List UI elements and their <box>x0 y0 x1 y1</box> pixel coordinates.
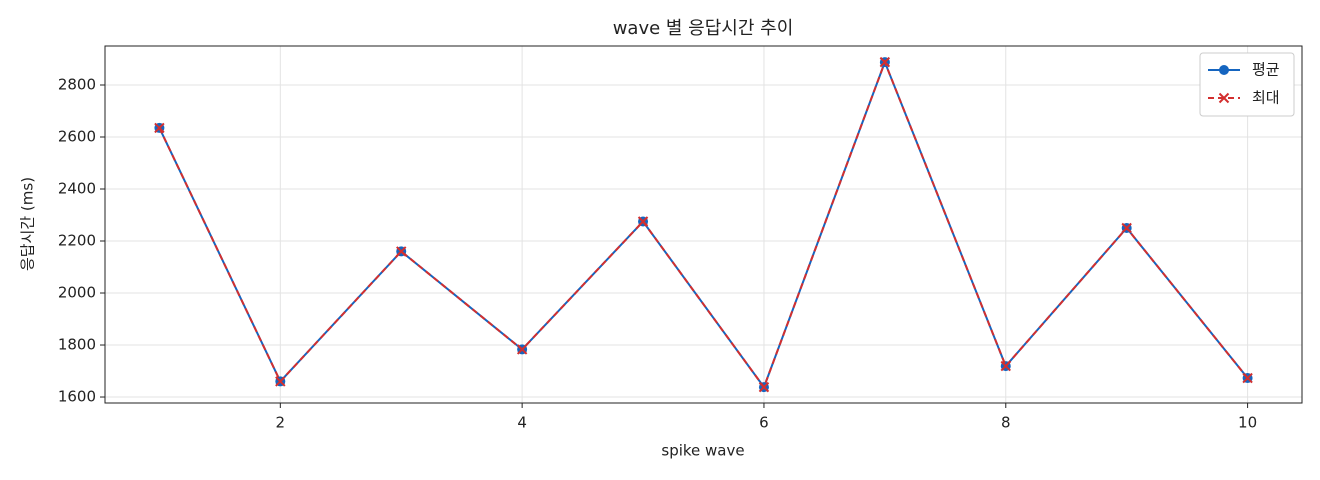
series-line <box>158 59 1249 390</box>
x-tick-label: 2 <box>276 414 286 432</box>
marker <box>758 381 770 393</box>
legend-label: 평균 <box>1252 61 1280 79</box>
x-tick-label: 6 <box>759 414 769 432</box>
y-tick-label: 2200 <box>58 232 96 250</box>
y-tick-label: 2800 <box>58 76 96 94</box>
y-tick-label: 1800 <box>58 336 96 354</box>
marker <box>1000 360 1011 372</box>
marker <box>396 246 407 257</box>
chart-title: wave 별 응답시간 추이 <box>613 18 794 39</box>
marker <box>516 344 528 355</box>
y-tick-label: 2000 <box>58 284 96 302</box>
marker <box>637 216 649 227</box>
y-tick-label: 2600 <box>58 128 96 146</box>
legend-marker <box>1219 65 1229 75</box>
marker <box>1121 222 1132 234</box>
x-axis-label: spike wave <box>661 442 744 460</box>
series-line <box>158 59 1249 390</box>
y-tick-label: 1600 <box>58 388 96 406</box>
y-tick-label: 2400 <box>58 180 96 198</box>
y-axis-label: 응답시간 (ms) <box>19 177 37 271</box>
x-tick-label: 10 <box>1238 414 1257 432</box>
marker <box>154 122 165 134</box>
x-tick-label: 8 <box>1001 414 1011 432</box>
plot-frame <box>104 45 1303 404</box>
legend-marker <box>1218 92 1230 104</box>
marker <box>275 376 286 387</box>
legend-label: 최대 <box>1252 89 1280 107</box>
x-tick-label: 4 <box>517 414 527 432</box>
marker <box>1242 372 1253 384</box>
legend-box <box>1199 52 1295 117</box>
marker <box>879 56 891 68</box>
